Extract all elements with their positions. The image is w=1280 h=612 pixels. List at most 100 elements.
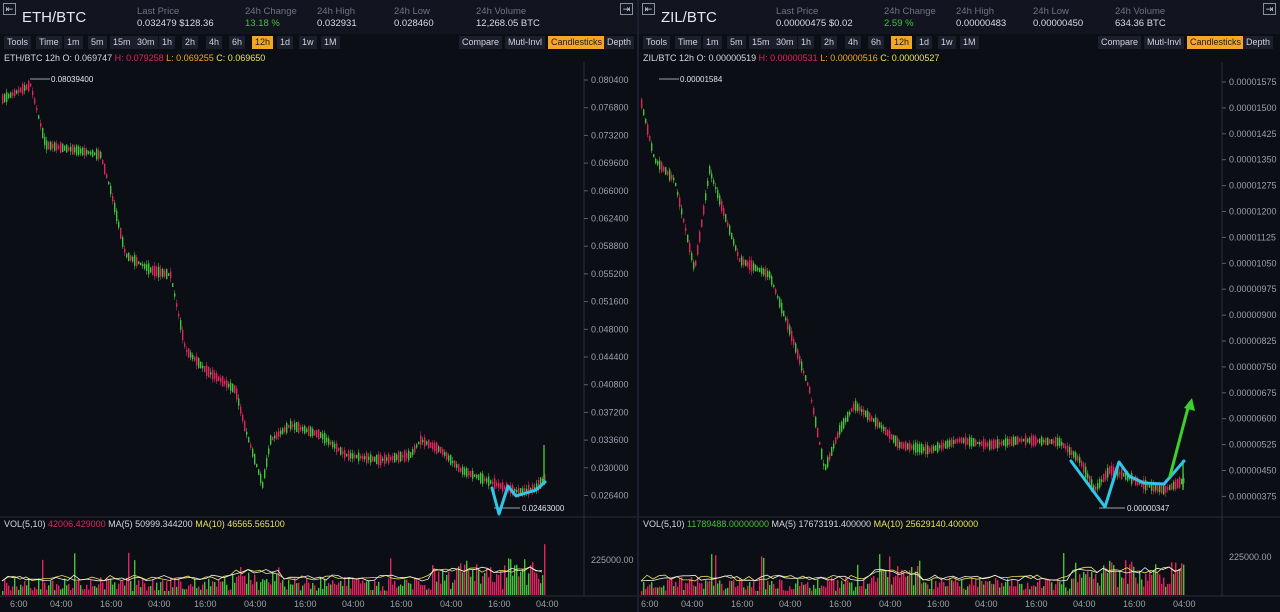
candle-body bbox=[202, 365, 204, 369]
volume-bar bbox=[1123, 578, 1125, 595]
interval-6h[interactable]: 6h bbox=[229, 36, 246, 49]
interval-1h[interactable]: 1h bbox=[159, 36, 176, 49]
candle-body bbox=[1065, 446, 1067, 449]
expand-left-icon[interactable]: ⇤ bbox=[642, 3, 655, 15]
interval-30m[interactable]: 30m bbox=[134, 36, 158, 49]
volume-bar bbox=[28, 578, 30, 595]
candle-body bbox=[338, 447, 340, 451]
candle-body bbox=[48, 141, 50, 150]
interval-1m[interactable]: 1m bbox=[64, 36, 83, 49]
candle-body bbox=[855, 400, 857, 411]
interval-time[interactable]: Time bbox=[36, 36, 62, 49]
tool-compare[interactable]: Compare bbox=[1098, 36, 1142, 49]
interval-4h[interactable]: 4h bbox=[845, 36, 862, 49]
volume-bar bbox=[452, 582, 454, 595]
volume-bar bbox=[52, 580, 54, 595]
candle-body bbox=[62, 143, 64, 153]
volume-bar bbox=[671, 577, 673, 595]
candle-body bbox=[394, 453, 396, 463]
interval-1w[interactable]: 1w bbox=[299, 36, 317, 49]
volume-value: 42006.429000 bbox=[48, 519, 106, 529]
price-chart[interactable]: 0.080400 0.076800 0.073200 0.069600 0.066000… bbox=[0, 0, 637, 612]
high-marker-label: 0.08039400 bbox=[51, 75, 94, 84]
candle-body bbox=[270, 435, 272, 445]
candle-body bbox=[236, 388, 238, 400]
candle-body bbox=[14, 89, 16, 97]
candle-body bbox=[985, 441, 987, 447]
time-tick-label: 16:00 bbox=[731, 599, 754, 609]
volume-bar bbox=[94, 585, 96, 595]
volume-bar bbox=[508, 558, 510, 595]
candle-body bbox=[324, 432, 326, 444]
volume-bar bbox=[915, 571, 917, 595]
collapse-right-icon[interactable]: ⇥ bbox=[1263, 3, 1276, 15]
interval-time[interactable]: Time bbox=[675, 36, 701, 49]
volume-bar bbox=[1143, 586, 1145, 595]
interval-1d[interactable]: 1d bbox=[277, 36, 294, 49]
volume-bar bbox=[709, 580, 711, 595]
collapse-right-icon[interactable]: ⇥ bbox=[620, 3, 633, 15]
candle-body bbox=[288, 425, 290, 428]
interval-1w[interactable]: 1w bbox=[938, 36, 956, 49]
volume-bar bbox=[837, 579, 839, 595]
candle-body bbox=[420, 435, 422, 445]
interval-5m[interactable]: 5m bbox=[727, 36, 746, 49]
candle-body bbox=[216, 373, 218, 382]
volume-bar bbox=[691, 577, 693, 595]
interval-12h[interactable]: 12h bbox=[252, 36, 274, 49]
candle-body bbox=[731, 232, 733, 240]
interval-1h[interactable]: 1h bbox=[798, 36, 815, 49]
interval-1m[interactable]: 1M bbox=[960, 36, 979, 49]
volume-bar bbox=[1059, 581, 1061, 595]
stat-value: 634.36 BTC bbox=[1115, 18, 1166, 29]
interval-2h[interactable]: 2h bbox=[821, 36, 838, 49]
candle-body bbox=[887, 430, 889, 436]
tool-compare[interactable]: Compare bbox=[459, 36, 503, 49]
volume-bar bbox=[1029, 589, 1031, 595]
candle-body bbox=[1043, 440, 1045, 443]
tool-candlesticks[interactable]: Candlesticks bbox=[548, 36, 606, 49]
volume-bar bbox=[528, 573, 530, 595]
interval-tools[interactable]: Tools bbox=[4, 36, 32, 49]
interval-15m[interactable]: 15m bbox=[749, 36, 773, 49]
volume-bar bbox=[200, 589, 202, 595]
volume-bar bbox=[983, 584, 985, 595]
volume-bar bbox=[687, 583, 689, 595]
tool-mutl-invl[interactable]: Mutl-Invl bbox=[505, 36, 546, 49]
volume-bar bbox=[258, 589, 260, 595]
volume-bar bbox=[1183, 564, 1185, 595]
volume-bar bbox=[448, 571, 450, 595]
interval-2h[interactable]: 2h bbox=[182, 36, 199, 49]
tool-depth[interactable]: Depth bbox=[1243, 36, 1274, 49]
interval-tools[interactable]: Tools bbox=[643, 36, 671, 49]
tool-candlesticks[interactable]: Candlesticks bbox=[1187, 36, 1245, 49]
volume-bar bbox=[1033, 585, 1035, 595]
candle-body bbox=[432, 442, 434, 450]
candle-body bbox=[735, 245, 737, 251]
volume-bar bbox=[759, 577, 761, 595]
interval-1m[interactable]: 1m bbox=[703, 36, 722, 49]
tool-depth[interactable]: Depth bbox=[604, 36, 635, 49]
interval-12h[interactable]: 12h bbox=[891, 36, 913, 49]
volume-bar bbox=[512, 575, 514, 595]
interval-6h[interactable]: 6h bbox=[868, 36, 885, 49]
interval-5m[interactable]: 5m bbox=[88, 36, 107, 49]
interval-30m[interactable]: 30m bbox=[773, 36, 797, 49]
volume-bar bbox=[362, 580, 364, 595]
interval-1m[interactable]: 1M bbox=[321, 36, 340, 49]
candle-body bbox=[1005, 438, 1007, 447]
interval-15m[interactable]: 15m bbox=[110, 36, 134, 49]
interval-4h[interactable]: 4h bbox=[206, 36, 223, 49]
time-tick-label: 04:00 bbox=[148, 599, 171, 609]
candle-body bbox=[803, 370, 805, 374]
candle-body bbox=[390, 456, 392, 460]
volume-bar bbox=[775, 588, 777, 595]
interval-1d[interactable]: 1d bbox=[916, 36, 933, 49]
tool-mutl-invl[interactable]: Mutl-Invl bbox=[1144, 36, 1185, 49]
expand-left-icon[interactable]: ⇤ bbox=[3, 3, 16, 15]
volume-bar bbox=[172, 587, 174, 595]
panel-divider[interactable] bbox=[637, 0, 639, 612]
candle-body bbox=[765, 268, 767, 278]
volume-bar bbox=[476, 564, 478, 595]
price-chart[interactable]: 0.00001575 0.00001500 0.00001425 0.00001350… bbox=[639, 0, 1280, 612]
